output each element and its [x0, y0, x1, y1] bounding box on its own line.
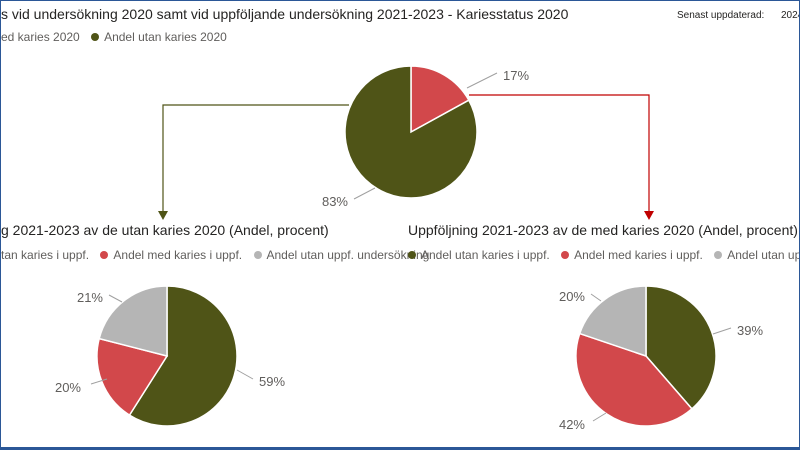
- pie-slice[interactable]: [98, 285, 168, 357]
- pie-data-label: 39%: [737, 323, 763, 338]
- legend-label: Andel med karies i uppf.: [574, 248, 703, 262]
- legend-dot-red: [100, 251, 109, 259]
- legend-top: ed karies 2020 Andel utan karies 2020: [1, 30, 235, 44]
- pie-leader-line: [712, 327, 732, 335]
- legend-dot-olive: [408, 251, 416, 259]
- legend-item[interactable]: ed karies 2020: [1, 30, 80, 44]
- legend-label: Andel med karies i uppf.: [113, 248, 243, 262]
- pie-leader-line: [466, 72, 498, 89]
- chart-title-left: g 2021-2023 av de utan karies 2020 (Ande…: [1, 222, 329, 238]
- pie-slice[interactable]: [578, 285, 647, 358]
- legend-label: Andel utan uppf. undersö: [727, 248, 800, 262]
- pie-data-label: 83%: [322, 194, 348, 209]
- arrowhead-left-icon: [158, 211, 168, 220]
- legend-label: Andel utan karies 2020: [104, 30, 227, 44]
- chart-title-right: Uppföljning 2021-2023 av de med karies 2…: [408, 222, 798, 238]
- pie-slice[interactable]: [344, 65, 478, 199]
- connector-arrow-left: [162, 104, 349, 213]
- legend-label: ed karies 2020: [1, 30, 80, 44]
- legend-left: tan karies i uppf. Andel med karies i up…: [1, 248, 437, 262]
- report-title: s vid undersökning 2020 samt vid uppfölj…: [1, 6, 569, 22]
- pie-slice[interactable]: [410, 65, 470, 134]
- pie-slice[interactable]: [645, 285, 717, 410]
- pie-data-label: 20%: [559, 289, 585, 304]
- pie-data-label: 59%: [259, 374, 285, 389]
- connector-arrow-right: [469, 94, 650, 213]
- legend-item[interactable]: Andel med karies i uppf.: [561, 248, 703, 262]
- pie-data-label: 20%: [55, 380, 81, 395]
- legend-dot-red: [561, 251, 570, 259]
- pie-slice[interactable]: [128, 285, 238, 427]
- pie-leader-line: [353, 187, 376, 200]
- pie-leader-line: [108, 294, 123, 303]
- legend-item[interactable]: Andel utan uppf. undersökning: [253, 248, 430, 262]
- pie-slice[interactable]: [575, 332, 693, 427]
- pie-leader-line: [236, 369, 254, 380]
- pie-slice[interactable]: [96, 337, 169, 417]
- pie-data-label: 21%: [77, 290, 103, 305]
- legend-item[interactable]: Andel med karies i uppf.: [100, 248, 242, 262]
- legend-dot-gray: [253, 251, 262, 259]
- legend-label: tan karies i uppf.: [1, 248, 90, 262]
- arrowhead-right-icon: [644, 211, 654, 220]
- pie-data-label: 42%: [559, 417, 585, 432]
- legend-item[interactable]: Andel utan karies i uppf.: [408, 248, 550, 262]
- legend-label: Andel utan karies i uppf.: [421, 248, 550, 262]
- pie-leader-line: [592, 412, 607, 422]
- pie-leader-line: [90, 378, 108, 385]
- legend-item[interactable]: tan karies i uppf.: [1, 248, 89, 262]
- legend-dot-gray: [714, 251, 723, 259]
- legend-item[interactable]: Andel utan karies 2020: [91, 30, 227, 44]
- legend-item[interactable]: Andel utan uppf. undersö: [714, 248, 800, 262]
- legend-dot-olive: [91, 33, 100, 41]
- legend-right: Andel utan karies i uppf. Andel med kari…: [408, 248, 800, 262]
- updated-label: Senast uppdaterad:: [677, 10, 765, 21]
- pie-leader-line: [590, 293, 602, 302]
- legend-label: Andel utan uppf. undersökning: [266, 248, 430, 262]
- pie-data-label: 17%: [503, 68, 529, 83]
- updated-value: 2024: [781, 10, 799, 21]
